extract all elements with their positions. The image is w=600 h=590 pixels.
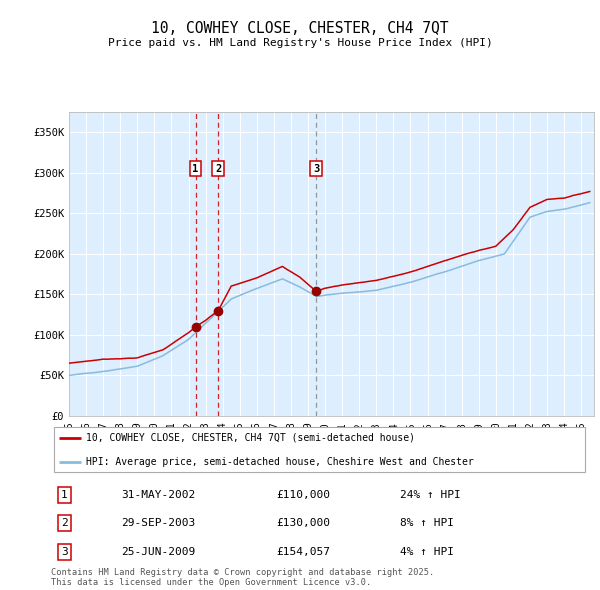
Text: Price paid vs. HM Land Registry's House Price Index (HPI): Price paid vs. HM Land Registry's House …: [107, 38, 493, 48]
Text: 1: 1: [61, 490, 68, 500]
Text: 1: 1: [193, 164, 199, 174]
Text: 3: 3: [313, 164, 319, 174]
Text: £154,057: £154,057: [277, 548, 331, 558]
Text: 24% ↑ HPI: 24% ↑ HPI: [400, 490, 461, 500]
Text: 4% ↑ HPI: 4% ↑ HPI: [400, 548, 454, 558]
Text: 10, COWHEY CLOSE, CHESTER, CH4 7QT: 10, COWHEY CLOSE, CHESTER, CH4 7QT: [151, 21, 449, 35]
Text: 3: 3: [61, 548, 68, 558]
Text: £110,000: £110,000: [277, 490, 331, 500]
Text: 2: 2: [61, 518, 68, 528]
FancyBboxPatch shape: [53, 427, 586, 473]
Text: Contains HM Land Registry data © Crown copyright and database right 2025.
This d: Contains HM Land Registry data © Crown c…: [51, 568, 434, 587]
Text: 10, COWHEY CLOSE, CHESTER, CH4 7QT (semi-detached house): 10, COWHEY CLOSE, CHESTER, CH4 7QT (semi…: [86, 433, 415, 443]
Text: 29-SEP-2003: 29-SEP-2003: [121, 518, 195, 528]
Text: 25-JUN-2009: 25-JUN-2009: [121, 548, 195, 558]
Text: HPI: Average price, semi-detached house, Cheshire West and Chester: HPI: Average price, semi-detached house,…: [86, 457, 473, 467]
Text: 8% ↑ HPI: 8% ↑ HPI: [400, 518, 454, 528]
Text: £130,000: £130,000: [277, 518, 331, 528]
Text: 31-MAY-2002: 31-MAY-2002: [121, 490, 195, 500]
Text: 2: 2: [215, 164, 221, 174]
